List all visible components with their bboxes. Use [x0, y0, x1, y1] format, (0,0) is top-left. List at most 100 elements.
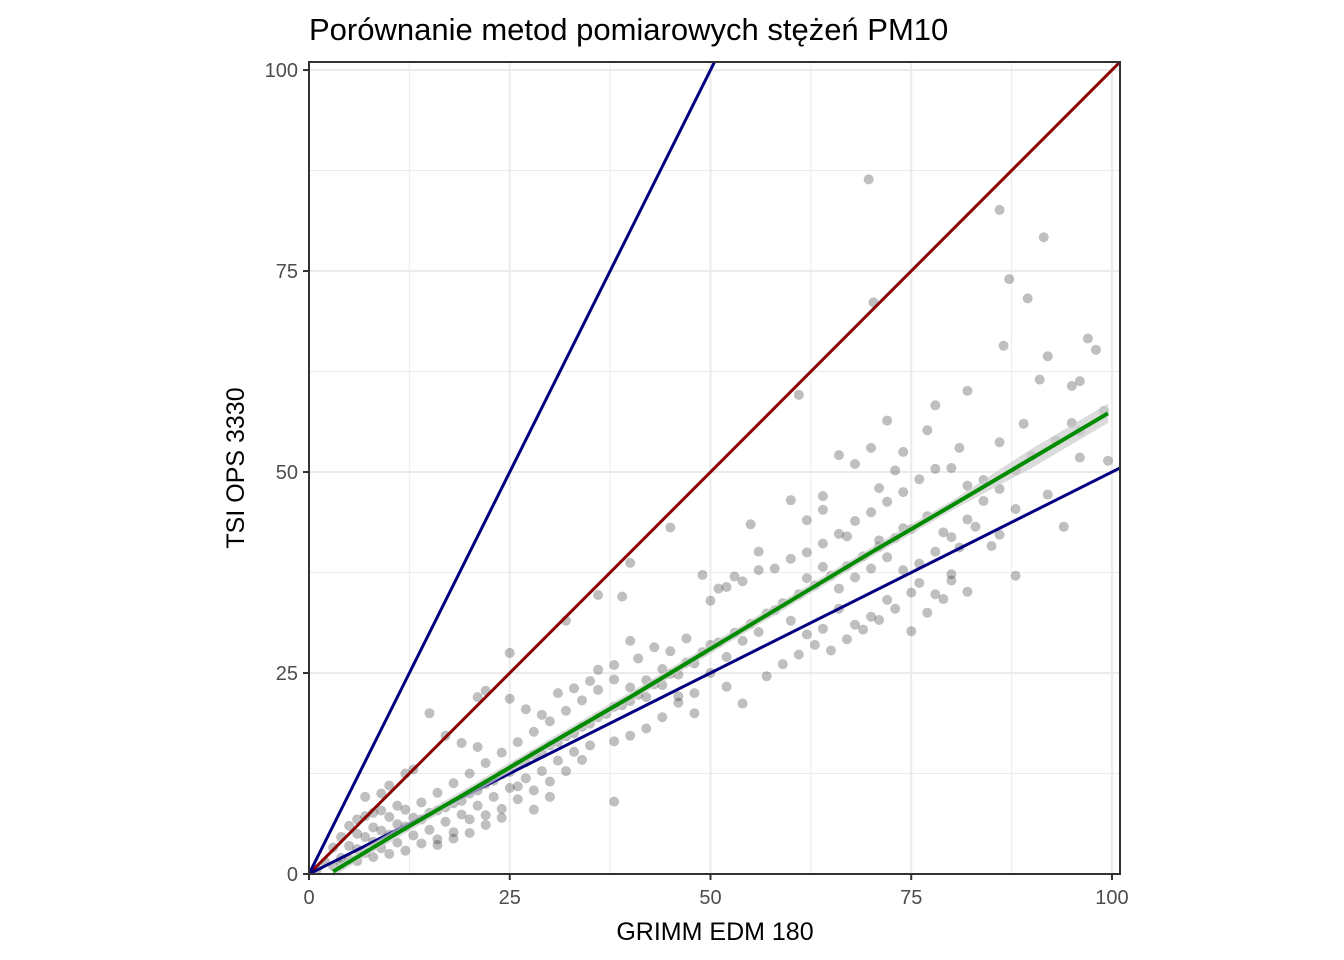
data-point: [617, 591, 628, 602]
data-point: [673, 697, 684, 708]
data-point: [793, 649, 804, 660]
data-point: [1004, 274, 1015, 285]
data-point: [962, 385, 973, 396]
data-point: [376, 788, 387, 799]
data-point: [360, 791, 371, 802]
reference-lines: [309, 62, 1120, 874]
data-point: [665, 522, 676, 533]
data-point: [673, 691, 684, 702]
data-point: [1022, 293, 1033, 304]
data-point: [528, 726, 539, 737]
data-point: [882, 415, 893, 426]
data-point: [801, 573, 812, 584]
data-point: [705, 595, 716, 606]
data-point: [585, 676, 596, 687]
data-point: [898, 446, 909, 457]
data-point: [496, 747, 507, 758]
data-point: [464, 827, 475, 838]
data-point: [817, 538, 828, 549]
data-point: [994, 437, 1005, 448]
data-point: [585, 740, 596, 751]
data-point: [833, 450, 844, 461]
data-point: [1058, 521, 1069, 532]
data-point: [1066, 380, 1077, 391]
data-point: [593, 664, 604, 675]
panel-border: [308, 61, 1121, 875]
data-point: [906, 587, 917, 598]
data-point: [825, 645, 836, 656]
data-point: [472, 692, 483, 703]
data-point: [456, 737, 467, 748]
data-point: [930, 546, 941, 557]
data-point: [544, 776, 555, 787]
data-point: [480, 819, 491, 830]
data-point: [520, 704, 531, 715]
data-point: [737, 635, 748, 646]
data-point: [609, 736, 620, 747]
x-tick-label: 0: [303, 887, 314, 909]
data-point: [946, 532, 957, 543]
data-point: [994, 483, 1005, 494]
data-point: [994, 204, 1005, 215]
data-point: [713, 583, 724, 594]
data-point: [817, 623, 828, 634]
data-point: [416, 797, 427, 808]
data-point: [464, 814, 475, 825]
data-point: [1090, 344, 1101, 355]
data-point: [1010, 504, 1021, 515]
data-point: [544, 791, 555, 802]
data-point: [954, 442, 965, 453]
data-point: [633, 653, 644, 664]
data-point: [408, 830, 419, 841]
data-point: [625, 730, 636, 741]
data-point: [560, 705, 571, 716]
data-point: [785, 495, 796, 506]
data-point: [930, 400, 941, 411]
fit-confidence-band: [333, 403, 1108, 877]
x-tick-label: 25: [499, 887, 521, 909]
data-point: [994, 529, 1005, 540]
data-point: [906, 626, 917, 637]
data-point: [914, 577, 925, 588]
data-point: [593, 590, 604, 601]
data-point: [721, 651, 732, 662]
data-point: [737, 576, 748, 587]
plot-panel: [308, 61, 1121, 877]
data-point: [769, 563, 780, 574]
y-tick-label: 50: [276, 462, 298, 484]
data-point: [568, 746, 579, 757]
reference-line: [309, 62, 1120, 874]
fit-line-layer: [332, 403, 1109, 877]
data-point: [424, 824, 435, 835]
data-point: [400, 804, 411, 815]
data-point: [560, 766, 571, 777]
data-point: [817, 491, 828, 502]
data-point: [801, 629, 812, 640]
data-point: [753, 565, 764, 576]
data-point: [785, 615, 796, 626]
data-point: [882, 496, 893, 507]
data-point: [833, 583, 844, 594]
data-point: [681, 633, 692, 644]
data-point: [352, 828, 363, 839]
data-point: [986, 540, 997, 551]
data-point: [593, 684, 604, 695]
data-point: [1038, 232, 1049, 243]
data-point: [922, 425, 933, 436]
data-point: [512, 737, 523, 748]
data-point: [328, 842, 339, 853]
data-point: [344, 820, 355, 831]
data-point: [552, 688, 563, 699]
data-point: [930, 589, 941, 600]
data-point: [609, 674, 620, 685]
data-point: [938, 594, 949, 605]
y-axis: 0 25 50 75 100: [265, 60, 309, 886]
data-point: [520, 773, 531, 784]
data-point: [416, 838, 427, 849]
data-point: [938, 527, 949, 538]
data-points: [312, 174, 1113, 875]
data-point: [472, 800, 483, 811]
data-point: [737, 698, 748, 709]
data-point: [536, 709, 547, 720]
